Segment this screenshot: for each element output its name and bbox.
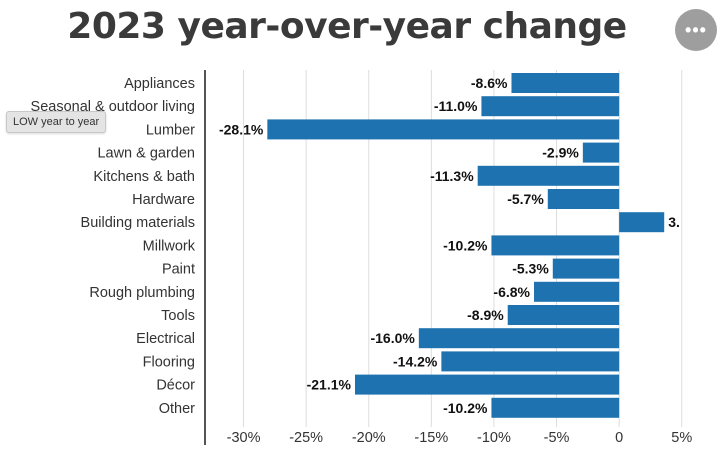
data-label: 3. xyxy=(668,214,680,230)
data-label: -16.0% xyxy=(370,330,415,346)
bar xyxy=(354,374,620,395)
data-label: -11.0% xyxy=(434,98,478,114)
category-label: Electrical xyxy=(136,331,195,347)
bar xyxy=(511,73,620,93)
data-label: -28.1% xyxy=(219,121,264,137)
category-label: Appliances xyxy=(124,76,195,92)
data-label: -8.9% xyxy=(467,307,504,323)
x-tick-label: -30% xyxy=(227,430,261,446)
bar xyxy=(491,397,620,418)
bar xyxy=(552,258,620,279)
category-label: Kitchens & bath xyxy=(93,169,195,185)
data-label: -11.3% xyxy=(430,168,474,184)
category-label: Rough plumbing xyxy=(89,285,195,301)
bar xyxy=(441,351,620,372)
category-label: Millwork xyxy=(143,238,196,254)
category-label: Tools xyxy=(161,308,195,324)
data-label: -10.2% xyxy=(443,400,488,416)
category-label: Other xyxy=(159,401,195,417)
bar xyxy=(547,189,620,209)
bar xyxy=(477,165,620,186)
data-label: -10.2% xyxy=(443,237,488,253)
bar xyxy=(481,96,620,117)
category-label: Décor xyxy=(156,378,195,394)
bar xyxy=(418,328,620,349)
x-tick-label: -5% xyxy=(544,430,570,446)
bar xyxy=(491,235,620,256)
data-label: -14.2% xyxy=(393,353,438,369)
hover-tooltip: LOW year to year xyxy=(6,111,107,133)
data-label: -6.8% xyxy=(493,284,530,300)
more-options-button[interactable]: ••• xyxy=(675,9,717,51)
x-tick-label: -20% xyxy=(352,430,386,446)
chart-title: 2023 year-over-year change xyxy=(67,6,627,47)
bar xyxy=(582,142,620,163)
category-label: Lawn & garden xyxy=(97,146,195,162)
category-label: Building materials xyxy=(81,215,195,231)
category-label: Hardware xyxy=(132,192,195,208)
x-tick-label: -10% xyxy=(477,430,511,446)
x-tick-label: -15% xyxy=(414,430,448,446)
data-label: -8.6% xyxy=(471,75,508,91)
bar xyxy=(534,281,620,302)
more-horizontal-icon: ••• xyxy=(685,20,707,40)
data-label: -2.9% xyxy=(542,145,579,161)
x-tick-label: -25% xyxy=(289,430,323,446)
category-label: Lumber xyxy=(146,122,195,138)
x-tick-label: 5% xyxy=(671,430,692,446)
category-label: Flooring xyxy=(143,354,195,370)
data-label: -5.7% xyxy=(507,191,544,207)
x-tick-label: 0 xyxy=(615,430,623,446)
bar xyxy=(267,119,620,140)
data-label: -21.1% xyxy=(307,377,352,393)
bar xyxy=(507,305,620,325)
category-label: Paint xyxy=(162,262,195,278)
data-label: -5.3% xyxy=(512,261,549,277)
bar xyxy=(619,212,665,233)
